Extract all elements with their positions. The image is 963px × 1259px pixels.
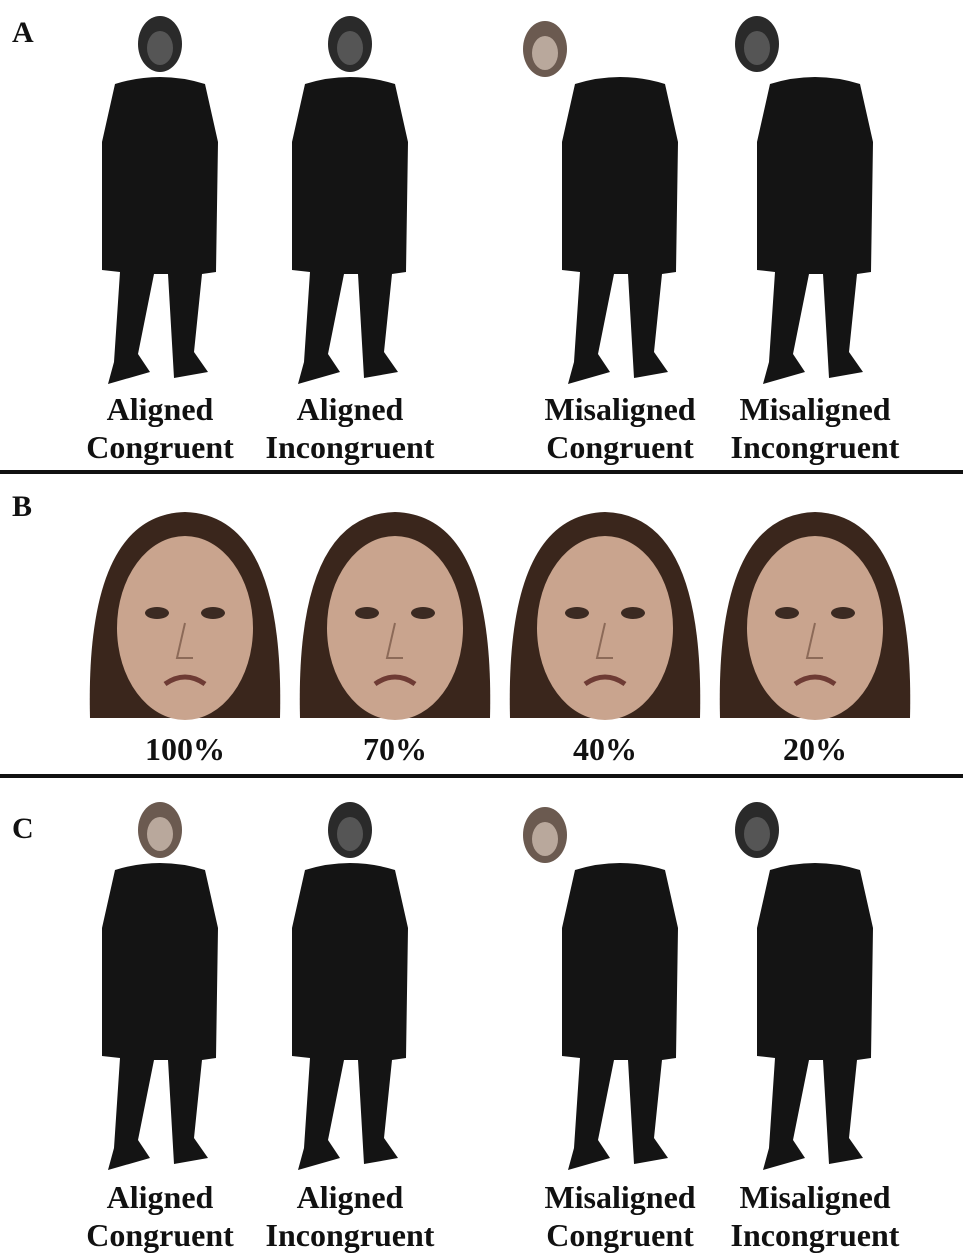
body-silhouette bbox=[292, 77, 408, 384]
nose bbox=[805, 622, 823, 659]
caption-line: Congruent bbox=[546, 429, 694, 465]
eye bbox=[775, 607, 799, 619]
face bbox=[147, 817, 173, 851]
eye bbox=[831, 607, 855, 619]
caption-line: Incongruent bbox=[266, 1217, 435, 1253]
body-silhouette bbox=[562, 863, 678, 1170]
eye bbox=[621, 607, 645, 619]
panel-label: B bbox=[12, 490, 32, 523]
eye bbox=[565, 607, 589, 619]
mouth bbox=[163, 674, 207, 687]
face bbox=[327, 536, 463, 720]
face bbox=[337, 817, 363, 851]
caption-line: Incongruent bbox=[266, 429, 435, 465]
panel-label: A bbox=[12, 16, 34, 49]
body-silhouette bbox=[292, 863, 408, 1170]
intensity-label: 70% bbox=[363, 731, 427, 767]
intensity-label: 20% bbox=[783, 731, 847, 767]
face bbox=[537, 536, 673, 720]
face bbox=[744, 817, 770, 851]
face bbox=[337, 31, 363, 65]
eye bbox=[411, 607, 435, 619]
caption-line: Aligned bbox=[107, 1179, 214, 1215]
face bbox=[117, 536, 253, 720]
caption-line: Misaligned bbox=[544, 391, 695, 427]
mouth bbox=[583, 674, 627, 687]
mouth bbox=[793, 674, 837, 687]
caption-line: Misaligned bbox=[739, 1179, 890, 1215]
face bbox=[147, 31, 173, 65]
caption-line: Congruent bbox=[546, 1217, 694, 1253]
nose bbox=[175, 622, 193, 659]
body-silhouette bbox=[102, 863, 218, 1170]
caption-line: Aligned bbox=[297, 391, 404, 427]
face bbox=[744, 31, 770, 65]
eye bbox=[145, 607, 169, 619]
intensity-label: 40% bbox=[573, 731, 637, 767]
face bbox=[747, 536, 883, 720]
body-silhouette bbox=[757, 77, 873, 384]
body-silhouette bbox=[102, 77, 218, 384]
caption-line: Incongruent bbox=[731, 1217, 900, 1253]
body-silhouette bbox=[757, 863, 873, 1170]
intensity-label: 100% bbox=[145, 731, 225, 767]
caption-line: Congruent bbox=[86, 429, 234, 465]
mouth bbox=[373, 674, 417, 687]
caption-line: Aligned bbox=[107, 391, 214, 427]
caption-line: Misaligned bbox=[739, 391, 890, 427]
face bbox=[532, 36, 558, 70]
caption-line: Misaligned bbox=[544, 1179, 695, 1215]
nose bbox=[385, 622, 403, 659]
body-silhouette bbox=[562, 77, 678, 384]
caption-line: Incongruent bbox=[731, 429, 900, 465]
face bbox=[532, 822, 558, 856]
caption-line: Aligned bbox=[297, 1179, 404, 1215]
caption-line: Congruent bbox=[86, 1217, 234, 1253]
eye bbox=[201, 607, 225, 619]
nose bbox=[595, 622, 613, 659]
eye bbox=[355, 607, 379, 619]
panel-label: C bbox=[12, 812, 34, 845]
